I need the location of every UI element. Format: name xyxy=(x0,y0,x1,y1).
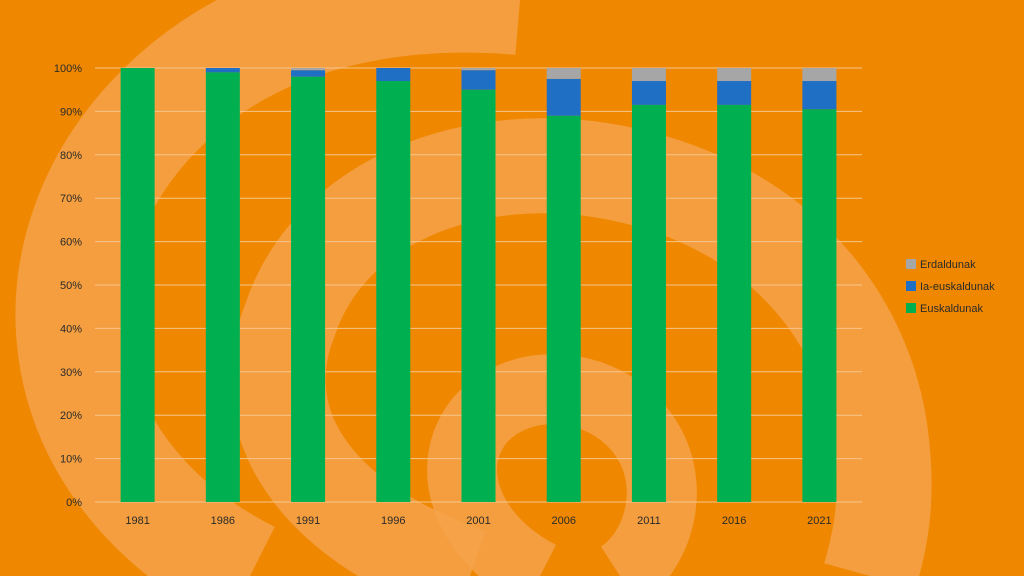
y-tick-label: 90% xyxy=(60,106,82,118)
bar-segment xyxy=(631,104,666,502)
bar-segment xyxy=(291,76,326,503)
bar-segment xyxy=(291,68,326,71)
x-tick-label: 1991 xyxy=(296,515,320,527)
bar-segment xyxy=(717,104,752,502)
y-tick-label: 70% xyxy=(60,193,82,205)
bar-segment xyxy=(376,68,411,82)
x-tick-label: 1996 xyxy=(381,515,405,527)
bar-segment xyxy=(376,81,411,503)
x-axis: 1981 1986 1991 1996 2001 2006 2011 2016 2021 xyxy=(125,515,831,527)
bar-segment xyxy=(802,81,837,110)
bar-segment xyxy=(546,68,581,79)
x-tick-label: 2011 xyxy=(637,515,661,527)
bar-segment xyxy=(631,81,666,105)
bar-segment xyxy=(461,70,496,90)
legend-swatch xyxy=(906,281,916,291)
y-tick-label: 100% xyxy=(54,63,82,75)
y-tick-label: 80% xyxy=(60,150,82,162)
legend-label: Euskaldunak xyxy=(920,303,983,315)
bar-segment xyxy=(461,68,496,71)
bar-segment xyxy=(802,68,837,82)
bar-segment xyxy=(120,68,155,502)
bar-segment xyxy=(717,68,752,82)
bar-segment xyxy=(205,72,240,502)
bar-segment xyxy=(802,109,837,502)
legend-label: Ia-euskaldunak xyxy=(920,281,995,293)
legend-label: Erdaldunak xyxy=(920,259,976,271)
legend-swatch xyxy=(906,259,916,269)
bar-segment xyxy=(205,68,240,73)
x-tick-label: 2021 xyxy=(807,515,831,527)
y-tick-label: 40% xyxy=(60,323,82,335)
legend: Erdaldunak Ia-euskaldunak Euskaldunak xyxy=(906,259,995,315)
x-tick-label: 2016 xyxy=(722,515,746,527)
bar-segment xyxy=(631,68,666,82)
x-tick-label: 1981 xyxy=(125,515,149,527)
y-tick-label: 20% xyxy=(60,410,82,422)
x-tick-label: 1986 xyxy=(211,515,235,527)
bar-segment xyxy=(461,89,496,502)
y-tick-label: 60% xyxy=(60,237,82,249)
bar-segment xyxy=(546,78,581,116)
x-tick-label: 2001 xyxy=(466,515,490,527)
y-axis: 0% 10% 20% 30% 40% 50% 60% 70% 80% 90% 100% xyxy=(54,63,82,509)
bar-segment xyxy=(717,81,752,105)
y-tick-label: 10% xyxy=(60,454,82,466)
bar-segment xyxy=(291,70,326,77)
y-tick-label: 50% xyxy=(60,280,82,292)
bars xyxy=(120,68,837,503)
legend-swatch xyxy=(906,303,916,313)
y-tick-label: 30% xyxy=(60,367,82,379)
bar-segment xyxy=(546,115,581,503)
y-tick-label: 0% xyxy=(66,497,82,509)
x-tick-label: 2006 xyxy=(551,515,575,527)
